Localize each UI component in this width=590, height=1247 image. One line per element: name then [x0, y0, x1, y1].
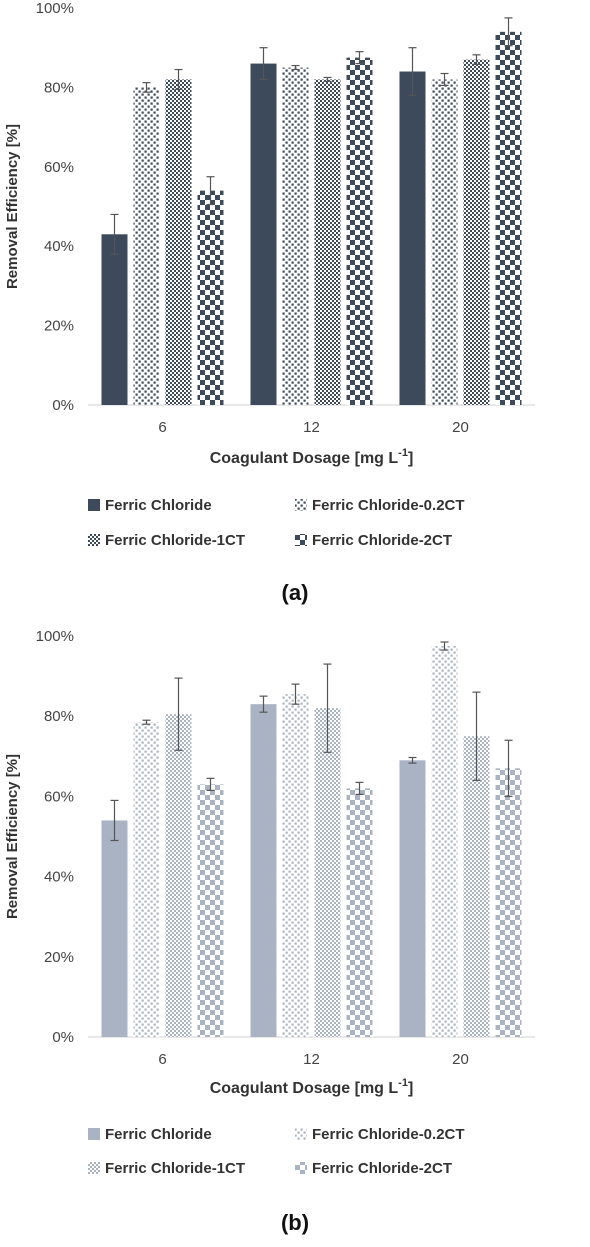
legend-label: Ferric Chloride — [105, 497, 212, 514]
legend-swatch — [88, 1128, 100, 1140]
y-tick-label: 60% — [44, 788, 74, 805]
error-bar — [259, 695, 268, 713]
error-bar — [142, 82, 151, 93]
y-tick-label: 20% — [44, 318, 74, 335]
legend-swatch — [295, 534, 307, 546]
error-bar — [206, 777, 215, 791]
x-tick-label: 6 — [158, 419, 166, 436]
error-bar — [504, 17, 513, 47]
chart-a: 0% 20% 40% 60% 80% 100% 6 12 20 Removal Efficienc… — [4, 0, 535, 605]
x-tick-label: 20 — [452, 419, 469, 436]
y-tick-label: 80% — [44, 79, 74, 96]
y-tick-label: 20% — [44, 949, 74, 966]
bar — [250, 704, 277, 1037]
bar — [399, 760, 426, 1037]
error-bar — [323, 76, 332, 83]
legend-label: Ferric Chloride-2CT — [312, 1160, 452, 1177]
legend-swatch — [88, 534, 100, 546]
x-tick-label: 12 — [303, 419, 320, 436]
legend-label: Ferric Chloride — [105, 1126, 212, 1143]
legend-label: Ferric Chloride-0.2CT — [312, 1126, 465, 1143]
bar — [463, 59, 490, 406]
legend-swatch — [295, 499, 307, 511]
error-bar — [472, 691, 481, 781]
x-axis-label: Coagulant Dosage [mg L-1] — [210, 447, 414, 467]
bar — [463, 736, 490, 1037]
error-bar — [291, 64, 300, 71]
y-tick-label: 80% — [44, 708, 74, 725]
y-tick-label: 0% — [52, 1029, 74, 1046]
bar — [101, 820, 128, 1037]
bar — [431, 79, 458, 406]
legend-swatch — [295, 1128, 307, 1140]
bar — [314, 708, 341, 1037]
error-bar — [355, 51, 364, 65]
bar — [133, 87, 160, 406]
error-bar — [291, 683, 300, 705]
legend-label: Ferric Chloride-1CT — [105, 1160, 245, 1177]
y-tick-label: 0% — [52, 397, 74, 414]
bar — [346, 57, 373, 405]
bar — [314, 79, 341, 406]
error-bar — [174, 677, 183, 751]
x-tick-label: 12 — [303, 1051, 320, 1068]
bar — [346, 788, 373, 1037]
error-bar — [206, 176, 215, 206]
error-bar — [408, 756, 417, 764]
x-axis-label: Coagulant Dosage [mg L-1] — [210, 1077, 414, 1097]
bar — [282, 67, 309, 406]
y-tick-label: 100% — [36, 0, 74, 17]
bar — [399, 71, 426, 406]
error-bar — [472, 54, 481, 65]
error-bar — [174, 68, 183, 90]
legend-swatch — [295, 1162, 307, 1174]
error-bar — [440, 641, 449, 651]
bar — [495, 768, 522, 1037]
legend-label: Ferric Chloride-1CT — [105, 532, 245, 549]
bar — [250, 63, 277, 406]
error-bar — [142, 719, 151, 725]
y-tick-label: 40% — [44, 869, 74, 886]
y-tick-label: 40% — [44, 238, 74, 255]
error-bar — [355, 781, 364, 795]
error-bar — [504, 739, 513, 798]
panel-label: (a) — [282, 580, 309, 605]
bar — [165, 79, 192, 406]
y-tick-label: 60% — [44, 159, 74, 176]
bar — [197, 190, 224, 405]
y-tick-label: 100% — [36, 628, 74, 645]
bar — [165, 714, 192, 1037]
bar — [101, 234, 128, 405]
error-bar — [110, 213, 119, 255]
bar — [197, 784, 224, 1037]
error-bar — [259, 47, 268, 81]
legend-swatch — [88, 1162, 100, 1174]
bar — [133, 722, 160, 1037]
bar — [282, 694, 309, 1037]
error-bar — [110, 799, 119, 842]
bar — [495, 31, 522, 405]
x-tick-label: 20 — [452, 1051, 469, 1068]
panel-label: (b) — [281, 1210, 309, 1235]
error-bar — [408, 47, 417, 96]
y-axis-label: Removal Efficiency [%] — [4, 754, 21, 919]
bar — [431, 646, 458, 1037]
legend: Ferric Chloride Ferric Chloride-0.2CT Ferr… — [88, 497, 465, 549]
legend: Ferric Chloride Ferric Chloride-0.2CT Ferr… — [88, 1126, 465, 1177]
legend-label: Ferric Chloride-2CT — [312, 532, 452, 549]
error-bar — [323, 663, 332, 753]
legend-label: Ferric Chloride-0.2CT — [312, 497, 465, 514]
error-bar — [440, 72, 449, 87]
y-axis-label: Removal Efficiency [%] — [4, 124, 21, 289]
chart-b: 0% 20% 40% 60% 80% 100% 6 12 20 Removal Efficienc… — [4, 628, 535, 1235]
x-tick-label: 6 — [158, 1051, 166, 1068]
legend-swatch — [88, 499, 100, 511]
